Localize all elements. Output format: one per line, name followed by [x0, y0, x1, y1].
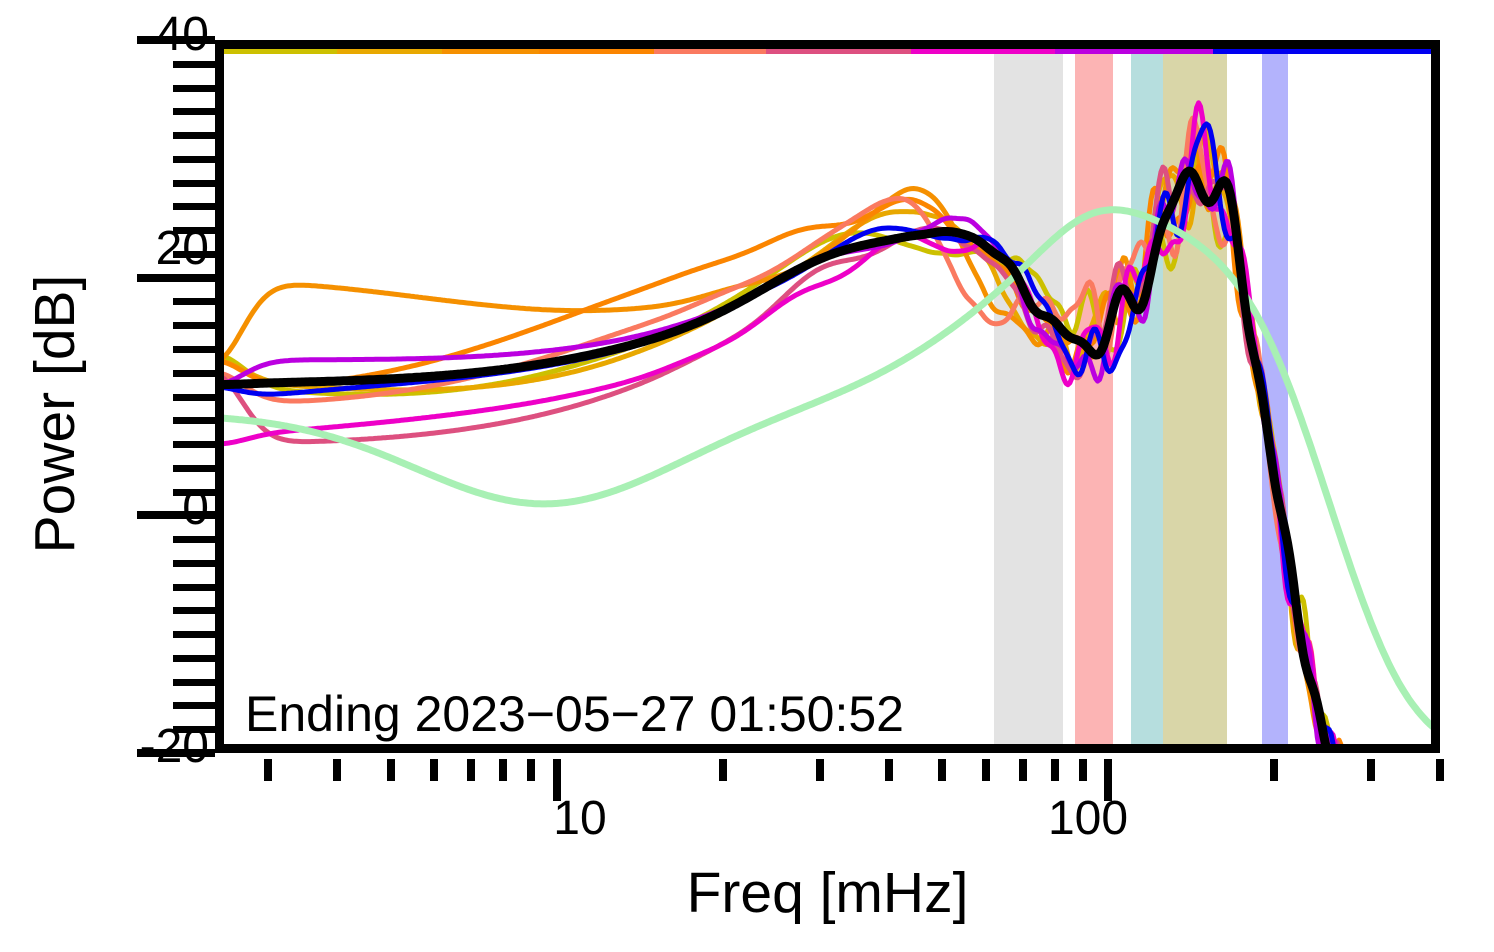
spectrum-green	[215, 206, 1440, 737]
x-tick-label-100: 100	[1047, 792, 1129, 845]
y-minor-tick	[173, 394, 215, 401]
x-minor-tick	[1436, 759, 1444, 781]
y-minor-tick	[173, 702, 215, 709]
y-minor-tick	[173, 536, 215, 543]
x-axis-label: Freq [mHz]	[686, 861, 969, 925]
y-minor-tick	[173, 417, 215, 424]
x-minor-tick	[938, 759, 946, 781]
x-minor-tick	[264, 759, 272, 781]
y-major-tick-20	[137, 274, 215, 282]
x-major-tick	[553, 759, 561, 801]
y-axis-label: Power [dB]	[23, 274, 87, 554]
y-major-tick--20	[137, 749, 215, 757]
spectrum-magenta	[215, 100, 1340, 753]
x-minor-tick	[1079, 759, 1087, 781]
y-minor-tick	[173, 441, 215, 448]
x-minor-tick	[1367, 759, 1375, 781]
y-minor-tick	[173, 726, 215, 733]
y-minor-tick	[173, 156, 215, 163]
x-minor-tick	[982, 759, 990, 781]
spectrum-gold	[215, 125, 1345, 753]
x-minor-tick	[430, 759, 438, 781]
x-major-tick	[1104, 759, 1112, 801]
x-tick-label-10: 10	[553, 792, 607, 845]
x-minor-tick	[499, 759, 507, 781]
y-minor-tick	[173, 108, 215, 115]
x-minor-tick	[467, 759, 475, 781]
x-minor-tick	[1051, 759, 1059, 781]
x-minor-tick	[719, 759, 727, 781]
x-minor-tick	[333, 759, 341, 781]
y-minor-tick	[173, 346, 215, 353]
y-minor-tick	[173, 251, 215, 258]
y-minor-tick	[173, 679, 215, 686]
y-minor-tick	[173, 61, 215, 68]
y-minor-tick	[173, 584, 215, 591]
spectra-curves	[215, 100, 1440, 753]
y-minor-tick	[173, 631, 215, 638]
x-minor-tick	[527, 759, 535, 781]
y-minor-tick	[173, 203, 215, 210]
y-minor-tick	[173, 560, 215, 567]
y-minor-tick	[173, 85, 215, 92]
ending-timestamp-annotation: Ending 2023−05−27 01:50:52	[245, 686, 904, 742]
x-minor-tick	[816, 759, 824, 781]
y-minor-tick	[173, 180, 215, 187]
y-minor-tick	[173, 298, 215, 305]
band-gray	[993, 54, 1064, 753]
y-minor-tick	[173, 370, 215, 377]
y-minor-tick	[173, 227, 215, 234]
y-minor-tick	[173, 465, 215, 472]
y-minor-tick	[173, 132, 215, 139]
y-minor-tick	[173, 607, 215, 614]
band-pink	[1074, 54, 1113, 753]
y-major-tick-40	[137, 36, 215, 44]
x-minor-tick	[387, 759, 395, 781]
x-minor-tick	[1019, 759, 1027, 781]
y-major-tick-0	[137, 511, 215, 519]
mean-spectrum	[215, 166, 1333, 753]
plot-area: Ending 2023−05−27 01:50:52	[215, 40, 1440, 753]
x-minor-tick	[885, 759, 893, 781]
y-minor-tick	[173, 655, 215, 662]
y-tick-label-40: 40	[155, 8, 209, 61]
band-cyan	[1130, 54, 1164, 753]
x-minor-tick	[1270, 759, 1278, 781]
y-minor-tick	[173, 489, 215, 496]
y-minor-tick	[173, 322, 215, 329]
